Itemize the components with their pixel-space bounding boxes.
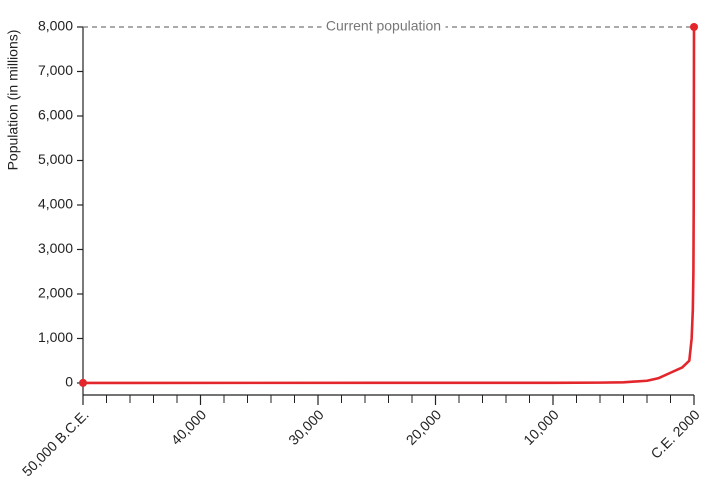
- x-tick-label: C.E. 2000: [647, 406, 702, 461]
- y-tick-label: 6,000: [38, 107, 73, 123]
- y-tick-label: 7,000: [38, 62, 73, 78]
- y-tick-label: 2,000: [38, 285, 73, 301]
- line: [82, 26, 696, 385]
- y-tick-label: 8,000: [38, 18, 73, 34]
- annotation-bg: [321, 18, 446, 36]
- annotation-text: Current population: [326, 18, 441, 34]
- y-tick-label: 5,000: [38, 151, 73, 167]
- y-tick-label: 0: [65, 374, 73, 390]
- endpoint-marker: [79, 378, 87, 387]
- x-tick-label: 50,000 B.C.E.: [19, 406, 92, 479]
- y-tick-label: 1,000: [38, 329, 73, 345]
- y-tick-label: 3,000: [38, 240, 73, 256]
- y-axis-label: Population (in millions): [5, 30, 21, 171]
- x-tick-label: 10,000: [520, 406, 562, 448]
- endpoint-marker: [690, 23, 698, 31]
- x-tick-label: 30,000: [285, 406, 327, 448]
- y-tick-label: 4,000: [38, 196, 73, 212]
- x-tick-label: 20,000: [403, 406, 445, 448]
- x-tick-label: 40,000: [168, 406, 210, 448]
